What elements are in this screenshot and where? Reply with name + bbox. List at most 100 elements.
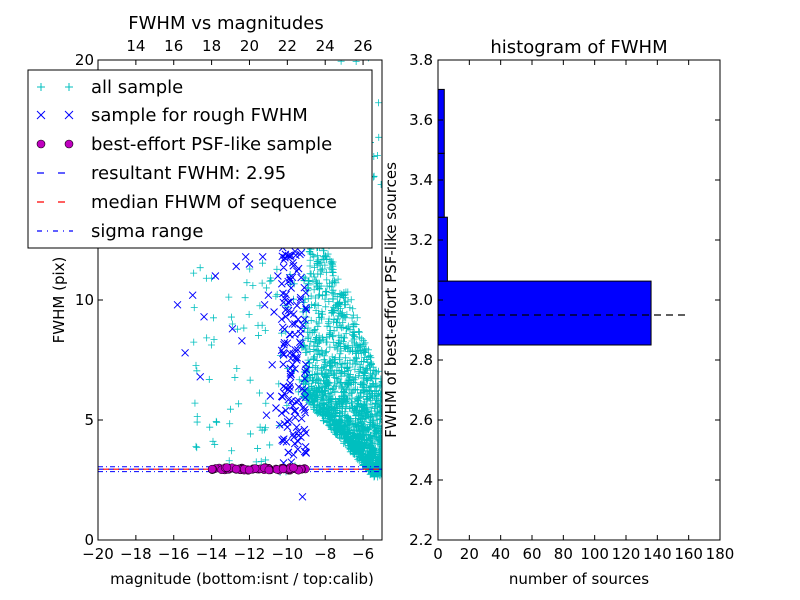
rough-sample-point (264, 291, 273, 300)
scatter-top-tick-label: 22 (278, 37, 297, 55)
psf-sample-point (278, 464, 288, 474)
histogram-y-tick-label: 3.4 (409, 171, 433, 189)
histogram-x-tick-label: 180 (706, 545, 735, 563)
scatter-legend: all sample sample for rough FWHM best-ef… (27, 69, 373, 249)
legend-marker-all-sample (37, 83, 73, 91)
histogram-x-tick-label: 80 (554, 545, 573, 563)
rough-sample-point (260, 300, 269, 309)
rough-sample-point (270, 308, 278, 316)
legend-entry-rough-sample: sample for rough FWHM (36, 105, 308, 126)
psf-sample-point (231, 464, 241, 474)
legend-entry-all-sample: all sample (37, 77, 183, 98)
all-sample-markers (190, 60, 382, 481)
psf-sample-point (244, 465, 254, 475)
histogram-y-tick-label: 2.8 (409, 351, 433, 369)
histogram-title: histogram of FWHM (490, 37, 667, 58)
rough-sample-point (266, 392, 275, 400)
scatter-top-tick-label: 26 (354, 37, 373, 55)
histogram-y-ticks: 2.2 2.4 2.6 2.8 3.0 3.2 3.4 3.6 3.8 (409, 51, 720, 549)
legend-entry-psf-sample: best-effort PSF-like sample (36, 134, 332, 155)
histogram-bar (437, 88, 445, 154)
psf-sample-markers (207, 463, 310, 475)
rough-sample-point (287, 284, 295, 292)
histogram-x-tick-label: 60 (522, 545, 541, 563)
scatter-y-tick-label: 0 (84, 531, 94, 549)
scatter-x-tick-label: −16 (158, 545, 190, 563)
histogram-x-tick-label: 0 (433, 545, 443, 563)
rough-sample-point (291, 320, 299, 328)
histogram-y-tick-label: 2.4 (409, 471, 433, 489)
histogram-y-tick-label: 2.2 (409, 531, 433, 549)
scatter-top-tick-label: 14 (126, 37, 145, 55)
histogram-y-tick-label: 3.0 (409, 291, 433, 309)
rough-sample-point (274, 272, 282, 280)
scatter-top-tick-label: 16 (164, 37, 183, 55)
rough-sample-point (241, 252, 250, 261)
rough-sample-point (275, 420, 284, 429)
rough-sample-point (188, 291, 197, 300)
scatter-x-tick-label: −18 (120, 545, 152, 563)
scatter-top-ticks: 14 16 18 20 22 24 26 (126, 37, 373, 65)
legend-entry-median-fwhm: median FHWM of sequence (37, 192, 337, 213)
scatter-x-ticks: −20 −18 −16 −14 −12 −10 −8 −6 (82, 535, 374, 563)
scatter-x-tick-label: −6 (352, 545, 374, 563)
rough-sample-point (228, 324, 237, 333)
scatter-x-tick-label: −20 (82, 545, 114, 563)
rough-sample-point (294, 396, 303, 405)
scatter-x-tick-label: −8 (314, 545, 336, 563)
histogram-x-tick-label: 120 (612, 545, 641, 563)
scatter-top-tick-label: 20 (240, 37, 259, 55)
rough-sample-point (238, 336, 246, 345)
rough-sample-point (277, 315, 286, 324)
rough-sample-point (268, 360, 277, 369)
rough-sample-point (258, 252, 267, 261)
legend-label-sigma-range: sigma range (91, 221, 203, 242)
histogram-y-label: FWHM of best-effort PSF-like sources (382, 162, 400, 438)
legend-marker-rough-sample (36, 110, 74, 120)
legend-entry-resultant-fwhm: resultant FWHM: 2.95 (37, 163, 286, 184)
legend-marker-psf-sample (36, 139, 74, 149)
scatter-y-tick-label: 5 (84, 411, 94, 429)
histogram-x-tick-label: 100 (580, 545, 609, 563)
legend-entry-sigma-range: sigma range (37, 221, 203, 242)
legend-label-all-sample: all sample (91, 77, 183, 98)
rough-sample-point (279, 382, 288, 391)
histogram-y-tick-label: 3.8 (409, 51, 433, 69)
histogram-x-label: number of sources (509, 570, 649, 588)
scatter-y-tick-label: 10 (75, 291, 94, 309)
scatter-x-tick-label: −14 (196, 545, 228, 563)
legend-label-rough-sample: sample for rough FWHM (91, 105, 308, 126)
legend-box (27, 69, 373, 249)
histogram-bar (437, 216, 448, 282)
legend-label-resultant-fwhm: resultant FWHM: 2.95 (91, 163, 286, 184)
histogram-bar (437, 280, 652, 346)
psf-sample-point (289, 463, 298, 472)
scatter-title: FWHM vs magnitudes (128, 13, 323, 34)
all-sample-cloud (190, 60, 382, 481)
histogram-y-tick-label: 3.2 (409, 231, 433, 249)
rough-sample-point (262, 411, 271, 420)
psf-sample-point (222, 463, 232, 472)
scatter-top-tick-label: 18 (202, 37, 221, 55)
histogram-y-tick-label: 3.6 (409, 111, 433, 129)
scatter-top-tick-label: 24 (316, 37, 335, 55)
psf-sample-point (207, 464, 217, 474)
histogram-bar (437, 152, 445, 218)
histogram-x-tick-label: 40 (491, 545, 510, 563)
histogram-x-ticks: 0 20 40 60 80 100 120 140 160 180 (433, 60, 734, 563)
rough-sample-column (277, 243, 311, 467)
histogram-y-tick-label: 2.6 (409, 411, 433, 429)
scatter-y-label: FWHM (pix) (50, 257, 68, 344)
scatter-x-tick-label: −12 (234, 545, 266, 563)
histogram-x-tick-label: 20 (460, 545, 479, 563)
rough-sample-point (211, 272, 220, 280)
rough-sample-point (200, 312, 208, 321)
legend-label-median-fwhm: median FHWM of sequence (91, 192, 337, 213)
rough-sample-point (298, 492, 307, 501)
scatter-y-tick-label: 20 (75, 51, 94, 69)
histogram-x-tick-label: 160 (674, 545, 703, 563)
rough-sample-point (232, 262, 241, 271)
rough-sample-point (302, 305, 311, 314)
histogram-x-tick-label: 140 (643, 545, 672, 563)
